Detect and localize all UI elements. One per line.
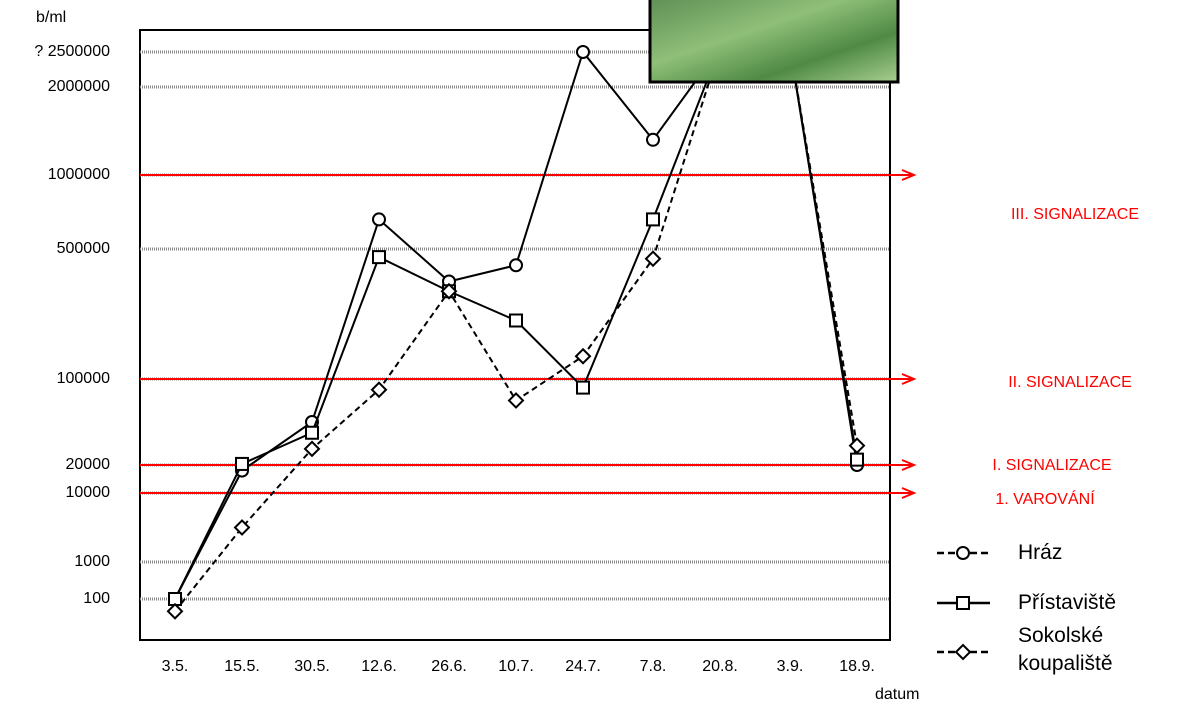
marker — [236, 458, 248, 470]
x-tick-label: 26.6. — [431, 658, 467, 675]
x-tick-label: 18.9. — [839, 658, 875, 675]
x-tick-label: 12.6. — [361, 658, 397, 675]
marker — [168, 604, 182, 618]
plot-frame — [140, 30, 890, 640]
marker — [373, 213, 385, 225]
y-tick-label: 1000 — [74, 553, 110, 570]
marker — [373, 251, 385, 263]
x-tick-label: 15.5. — [224, 658, 260, 675]
photo — [650, 0, 898, 82]
marker — [851, 454, 863, 466]
y-tick-label: 10000 — [66, 484, 111, 501]
threshold-label: 1. VAROVÁNÍ — [995, 489, 1095, 508]
x-tick-label: 3.9. — [777, 658, 804, 675]
marker — [577, 46, 589, 58]
y-axis-label: b/ml — [36, 9, 66, 26]
marker — [306, 427, 318, 439]
y-tick-label: 100 — [83, 590, 110, 607]
marker — [510, 315, 522, 327]
x-tick-label: 3.5. — [162, 658, 189, 675]
marker — [647, 213, 659, 225]
marker — [576, 349, 590, 363]
y-tick-label: 100000 — [57, 370, 110, 387]
page: b/ml datum 100 1000 10000 20000 100000 500000… — [0, 0, 1188, 706]
y-tick-label: 1000000 — [48, 166, 110, 183]
x-tick-label: 10.7. — [498, 658, 534, 675]
chart: b/ml datum 100 1000 10000 20000 100000 500000… — [0, 0, 1188, 706]
threshold-label: I. SIGNALIZACE — [992, 457, 1111, 474]
marker — [956, 645, 970, 659]
marker — [577, 382, 589, 394]
x-tick-label: 24.7. — [565, 658, 601, 675]
threshold-label: III. SIGNALIZACE — [1011, 206, 1139, 223]
y-tick-label: ? 2500000 — [34, 43, 110, 60]
x-axis-label: datum — [875, 686, 919, 703]
x-tick-label: 20.8. — [702, 658, 738, 675]
x-tick-label: 7.8. — [640, 658, 667, 675]
y-tick-label: 500000 — [57, 240, 110, 257]
marker — [957, 597, 969, 609]
y-tick-label: 20000 — [66, 456, 111, 473]
series-line — [175, 48, 857, 612]
legend-label: Hráz — [1018, 539, 1148, 567]
marker — [646, 252, 660, 266]
x-tick-label: 30.5. — [294, 658, 330, 675]
marker — [510, 259, 522, 271]
legend-label: Přístaviště — [1018, 589, 1148, 617]
marker — [509, 394, 523, 408]
marker — [957, 547, 969, 559]
marker — [647, 134, 659, 146]
y-tick-label: 2000000 — [48, 78, 110, 95]
threshold-label: II. SIGNALIZACE — [1008, 374, 1132, 391]
legend-label: Sokolské koupaliště — [1018, 622, 1148, 678]
